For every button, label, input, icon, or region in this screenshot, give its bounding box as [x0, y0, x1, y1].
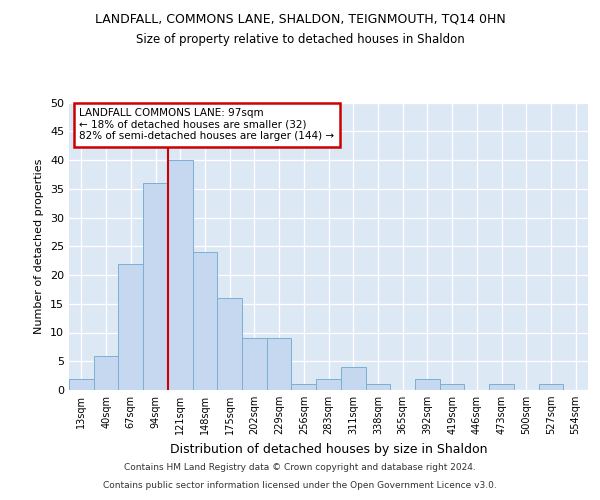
Text: Contains HM Land Registry data © Crown copyright and database right 2024.: Contains HM Land Registry data © Crown c… — [124, 464, 476, 472]
Bar — [292, 384, 316, 390]
Bar — [267, 338, 292, 390]
Y-axis label: Number of detached properties: Number of detached properties — [34, 158, 44, 334]
Bar — [193, 252, 217, 390]
Bar — [69, 378, 94, 390]
Text: LANDFALL, COMMONS LANE, SHALDON, TEIGNMOUTH, TQ14 0HN: LANDFALL, COMMONS LANE, SHALDON, TEIGNMO… — [95, 12, 505, 26]
Text: LANDFALL COMMONS LANE: 97sqm
← 18% of detached houses are smaller (32)
82% of se: LANDFALL COMMONS LANE: 97sqm ← 18% of de… — [79, 108, 335, 142]
Bar — [365, 384, 390, 390]
Text: Contains public sector information licensed under the Open Government Licence v3: Contains public sector information licen… — [103, 481, 497, 490]
Bar — [217, 298, 242, 390]
Bar — [94, 356, 118, 390]
Bar — [341, 367, 365, 390]
Bar — [316, 378, 341, 390]
Bar — [415, 378, 440, 390]
Bar — [489, 384, 514, 390]
Text: Size of property relative to detached houses in Shaldon: Size of property relative to detached ho… — [136, 32, 464, 46]
Bar — [440, 384, 464, 390]
Bar — [242, 338, 267, 390]
X-axis label: Distribution of detached houses by size in Shaldon: Distribution of detached houses by size … — [170, 442, 487, 456]
Bar — [118, 264, 143, 390]
Bar — [143, 183, 168, 390]
Bar — [539, 384, 563, 390]
Bar — [168, 160, 193, 390]
